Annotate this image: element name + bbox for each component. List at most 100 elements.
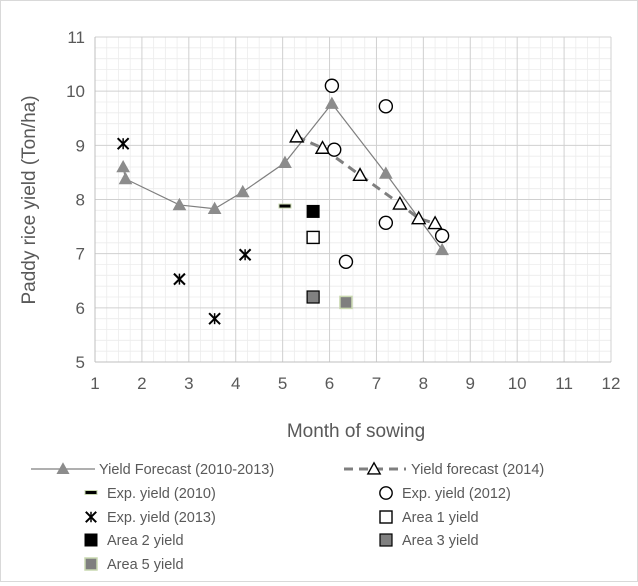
dash-marker <box>84 490 98 495</box>
triangle-open-marker <box>366 461 382 475</box>
data-point <box>378 166 393 179</box>
data-point <box>324 78 340 93</box>
data-point <box>208 312 221 325</box>
triangle-filled-marker <box>116 159 130 173</box>
y-tick-label: 8 <box>76 191 85 210</box>
data-point <box>118 171 133 185</box>
square-open-marker <box>379 510 393 524</box>
axes <box>94 37 611 363</box>
data-point <box>378 99 394 114</box>
square-open-marker <box>306 230 320 245</box>
triangle-filled-marker <box>56 462 70 475</box>
x-tick-label: 7 <box>372 374 381 393</box>
data-point <box>325 96 339 109</box>
data-point <box>238 248 252 261</box>
data-point <box>278 203 292 209</box>
legend-entry: Area 2 yield <box>84 533 184 549</box>
triangle-filled-marker <box>378 166 393 179</box>
legend-label: Exp. yield (2013) <box>107 510 216 526</box>
series-layer <box>116 78 450 325</box>
legend-label: Exp. yield (2012) <box>402 486 511 502</box>
data-point <box>278 155 292 168</box>
legend-label: Exp. yield (2010) <box>107 486 216 502</box>
legend-entry: Yield forecast (2014) <box>344 461 544 478</box>
triangle-filled-marker <box>207 201 222 215</box>
data-point <box>339 295 353 310</box>
x-tick-label: 5 <box>278 374 287 393</box>
triangle-open-marker <box>410 210 427 225</box>
legend-entry: Exp. yield (2013) <box>85 510 216 526</box>
legend-entry: Area 1 yield <box>379 510 479 526</box>
y-axis-label: Paddy rice yield (Ton/ha) <box>19 95 40 304</box>
triangle-filled-marker <box>278 155 292 168</box>
y-tick-label: 5 <box>76 353 85 372</box>
legend-label: Yield Forecast (2010-2013) <box>99 462 274 478</box>
triangle-open-marker <box>289 128 305 143</box>
legend-marker <box>379 533 393 547</box>
legend-marker <box>84 533 98 547</box>
series-4 <box>116 137 252 325</box>
data-point <box>392 195 408 210</box>
square-dark-marker <box>84 557 98 571</box>
square-dark-marker <box>339 295 353 310</box>
x-tick-label: 9 <box>466 374 475 393</box>
grid-lines <box>94 36 612 363</box>
triangle-open-marker <box>392 195 408 210</box>
x-tick-label: 1 <box>90 374 99 393</box>
triangle-filled-marker <box>325 96 339 109</box>
square-gray-marker <box>379 533 393 547</box>
data-point <box>173 272 186 286</box>
data-point <box>314 140 331 154</box>
triangle-filled-marker <box>235 184 250 198</box>
data-point <box>116 137 130 150</box>
y-tick-label: 11 <box>67 28 85 47</box>
series-2 <box>278 203 292 209</box>
data-point <box>352 167 368 182</box>
legend-entry: Area 3 yield <box>379 533 479 549</box>
legend-entry: Exp. yield (2012) <box>379 486 511 502</box>
legend-label: Area 1 yield <box>402 510 479 526</box>
series-0 <box>116 96 449 256</box>
data-point <box>435 242 449 256</box>
data-point <box>306 290 320 304</box>
x-tick-label: 12 <box>602 374 621 393</box>
data-point <box>434 228 450 243</box>
triangle-open-marker <box>314 140 331 154</box>
x-tick-label: 10 <box>508 374 527 393</box>
triangle-open-marker <box>427 215 443 230</box>
data-point <box>116 159 130 173</box>
legend-marker <box>379 510 393 524</box>
x-tick-label: 3 <box>184 374 193 393</box>
triangle-filled-marker <box>118 171 133 185</box>
legend-marker <box>366 461 382 475</box>
legend-label: Yield forecast (2014) <box>411 462 544 478</box>
series-3 <box>324 78 450 269</box>
data-point <box>338 254 354 269</box>
legend-marker <box>85 511 97 523</box>
data-point <box>410 210 427 225</box>
y-tick-label: 6 <box>76 299 85 318</box>
circle-open-marker <box>378 215 394 230</box>
series-7 <box>306 290 320 304</box>
series-1 <box>289 128 443 230</box>
legend-label: Area 5 yield <box>107 557 184 573</box>
square-gray-marker <box>306 290 320 304</box>
legend-entry: Exp. yield (2010) <box>84 486 216 502</box>
x-tick-label: 2 <box>137 374 146 393</box>
data-point <box>327 142 342 157</box>
legend-entry: Area 5 yield <box>84 557 184 573</box>
legend-marker <box>379 486 393 500</box>
triangle-filled-marker <box>172 197 187 211</box>
circle-open-marker <box>379 486 393 500</box>
x-axis-label: Month of sowing <box>287 421 425 442</box>
data-point <box>306 230 320 245</box>
series-5 <box>306 230 320 245</box>
circle-open-marker <box>327 142 342 157</box>
triangle-open-marker <box>352 167 368 182</box>
dash-marker <box>278 203 292 209</box>
data-point <box>289 128 305 143</box>
y-tick-label: 7 <box>76 245 85 264</box>
